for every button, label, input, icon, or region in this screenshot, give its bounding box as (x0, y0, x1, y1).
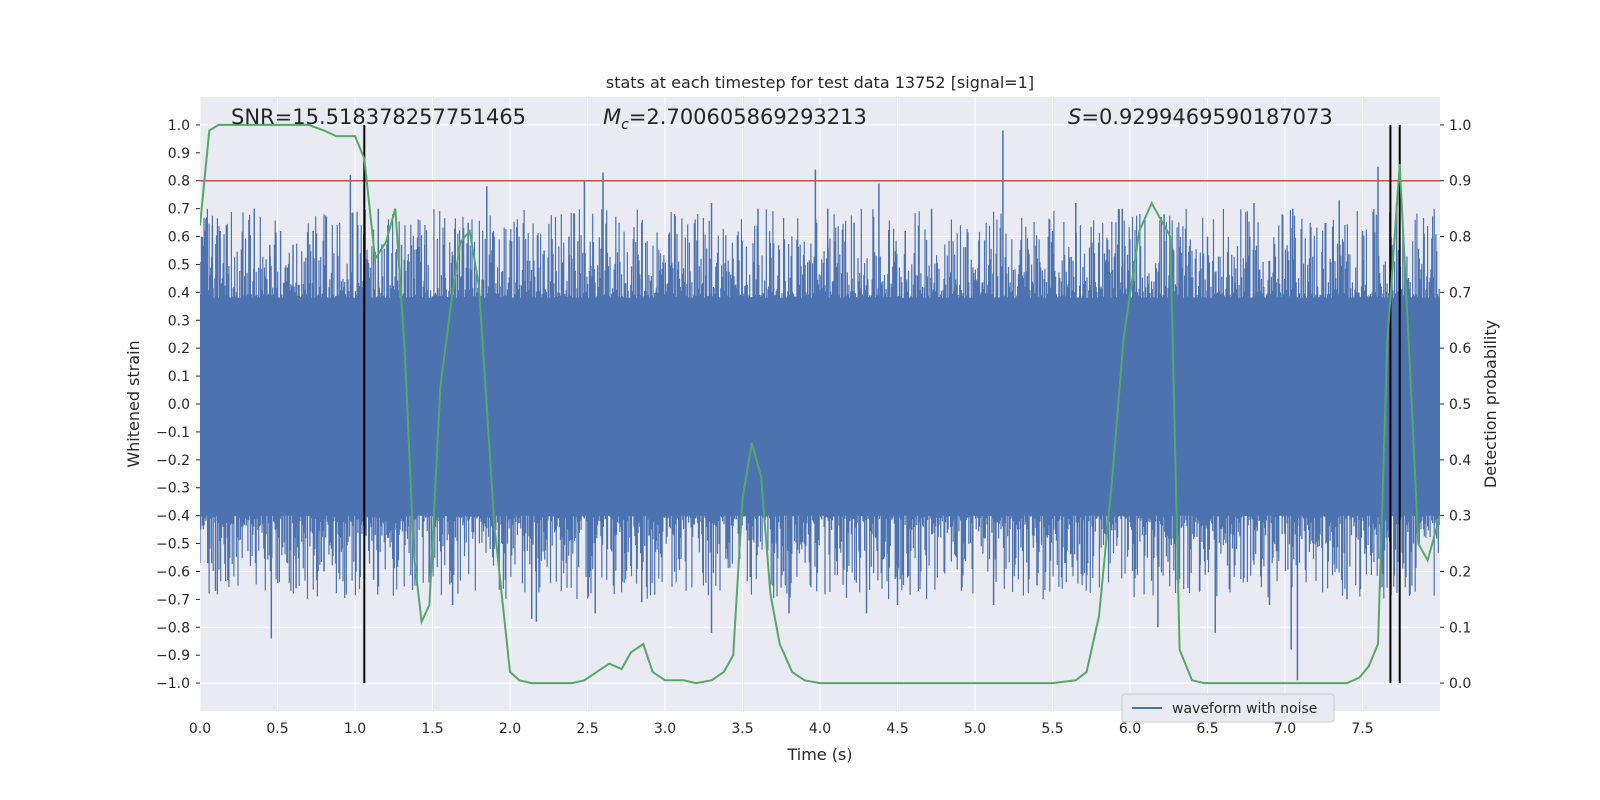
y-tick-label: 0.1 (168, 369, 190, 385)
y2-tick-label: 0.2 (1449, 564, 1471, 580)
y2-tick-label: 0.0 (1449, 676, 1471, 692)
x-tick-label: 7.5 (1351, 721, 1373, 737)
x-tick-label: 3.5 (731, 721, 753, 737)
y-tick-label: 0.4 (168, 285, 190, 301)
x-tick-label: 2.0 (499, 721, 521, 737)
chirp-mass-value: =2.700605869293213 (629, 105, 867, 129)
y-tick-label: −0.3 (156, 481, 190, 497)
y-tick-label: −0.4 (156, 509, 190, 525)
legend-label: waveform with noise (1172, 701, 1317, 717)
vertical-markers (363, 124, 1401, 684)
y2-tick-label: 0.9 (1449, 174, 1471, 190)
chirp-mass-symbol: M (603, 105, 621, 129)
y2-axis-ticks: 0.0 0.1 0.2 0.3 0.4 0.5 0.6 0.7 0.8 0.9 1.0 (1440, 118, 1471, 692)
y2-tick-label: 0.3 (1449, 509, 1471, 525)
y-tick-label: 0.7 (168, 202, 190, 218)
y-axis-ticks: −1.0 −0.9 −0.8 −0.7 −0.6 −0.5 −0.4 −0.3 −0.2 −0.1… (156, 118, 200, 692)
x-tick-label: 1.0 (344, 721, 366, 737)
y-tick-label: −0.2 (156, 453, 190, 469)
y-tick-label: −0.6 (156, 564, 190, 580)
x-tick-label: 5.5 (1041, 721, 1063, 737)
y-tick-label: −0.7 (156, 592, 190, 608)
x-axis-ticks: 0.0 0.5 1.0 1.5 2.0 2.5 3.0 3.5 4.0 4.5 5.0 5.5 6.0 6… (189, 721, 1374, 737)
detection-probability-line (200, 123, 1440, 685)
x-tick-label: 0.5 (266, 721, 288, 737)
y2-tick-label: 0.7 (1449, 285, 1471, 301)
x-tick-label: 6.5 (1196, 721, 1218, 737)
x-tick-label: 1.5 (421, 721, 443, 737)
y-tick-label: 1.0 (168, 118, 190, 134)
y-tick-label: −1.0 (156, 676, 190, 692)
legend: waveform with noise (1121, 693, 1335, 723)
y2-tick-label: 0.4 (1449, 453, 1471, 469)
legend-box (1121, 693, 1335, 723)
y-tick-label: −0.5 (156, 537, 190, 553)
s-value: =0.9299469590187073 (1081, 105, 1332, 129)
y2-tick-label: 0.5 (1449, 397, 1471, 413)
x-tick-label: 7.0 (1274, 721, 1296, 737)
x-tick-label: 6.0 (1119, 721, 1141, 737)
x-tick-label: 4.0 (809, 721, 831, 737)
y-tick-label: 0.8 (168, 174, 190, 190)
y2-tick-label: 1.0 (1449, 118, 1471, 134)
y-tick-label: 0.6 (168, 230, 190, 246)
y-tick-label: −0.1 (156, 425, 190, 441)
snr-annotation: SNR=15.518378257751465 (231, 105, 526, 129)
y2-tick-label: 0.1 (1449, 620, 1471, 636)
x-tick-label: 5.0 (964, 721, 986, 737)
x-tick-label: 4.5 (886, 721, 908, 737)
y-tick-label: −0.8 (156, 620, 190, 636)
x-axis-label: Time (s) (786, 745, 852, 764)
s-annotation: S=0.9299469590187073 (1068, 105, 1333, 129)
y-tick-label: 0.5 (168, 257, 190, 273)
y-tick-label: 0.9 (168, 146, 190, 162)
x-tick-label: 3.0 (654, 721, 676, 737)
y-tick-label: 0.3 (168, 313, 190, 329)
y-tick-label: −0.9 (156, 648, 190, 664)
x-tick-label: 2.5 (576, 721, 598, 737)
s-symbol: S (1068, 105, 1081, 129)
chart-title: stats at each timestep for test data 137… (606, 73, 1034, 92)
y-axis-label: Whitened strain (124, 340, 143, 467)
y2-tick-label: 0.6 (1449, 341, 1471, 357)
chirp-mass-subscript: c (621, 117, 629, 133)
y2-axis-label: Detection probability (1481, 320, 1500, 488)
x-tick-label: 0.0 (189, 721, 211, 737)
y-tick-label: 0.0 (168, 397, 190, 413)
y2-tick-label: 0.8 (1449, 230, 1471, 246)
chirp-mass-annotation: Mc=2.700605869293213 (603, 105, 867, 133)
y-tick-label: 0.2 (168, 341, 190, 357)
